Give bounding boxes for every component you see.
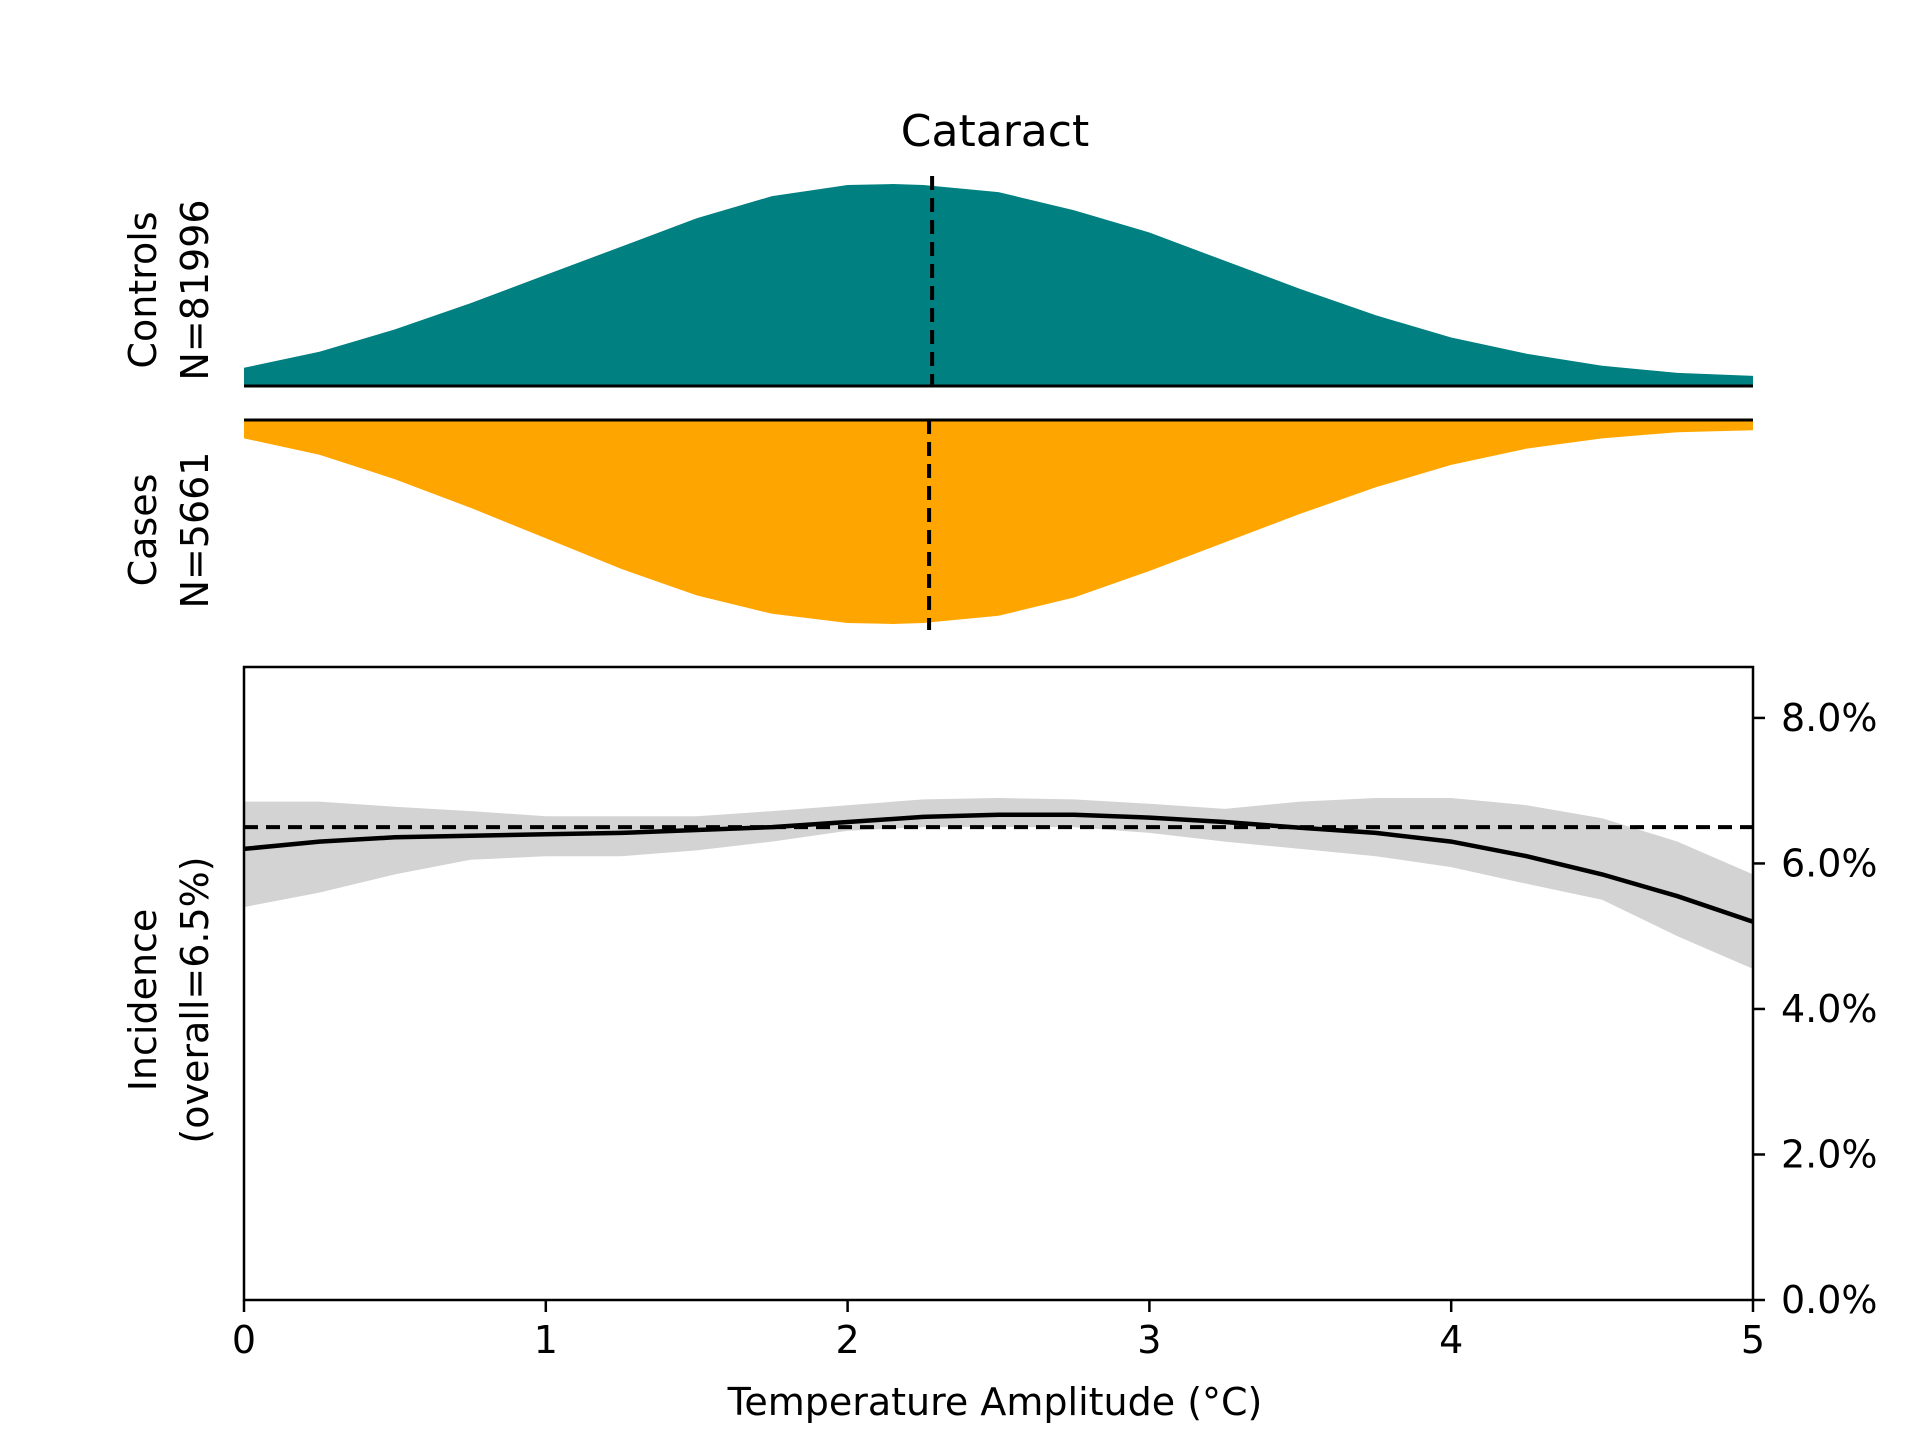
controls-label-line2: N=81996 (173, 199, 217, 380)
confidence-band (244, 798, 1753, 969)
y-axis-label-line2: (overall=6.5%) (173, 856, 217, 1143)
x-tick-label: 5 (1741, 1318, 1765, 1362)
x-axis: 0 1 2 3 4 5 (232, 1300, 1765, 1362)
controls-label: Controls N=81996 (121, 199, 217, 380)
incidence-line (243, 812, 1754, 924)
controls-density-area (244, 184, 1753, 386)
incidence-panel: 0 1 2 3 4 5 0.0% 2.0% 4.0% 6.0% 8.0% Temperature … (121, 665, 1878, 1424)
y-axis: 0.0% 2.0% 4.0% 6.0% 8.0% (1753, 696, 1878, 1322)
y-tick-label: 2.0% (1781, 1132, 1878, 1176)
x-tick-label: 1 (534, 1318, 558, 1362)
x-tick-label: 4 (1439, 1318, 1463, 1362)
cases-label: Cases N=5661 (121, 452, 217, 609)
x-tick-label: 3 (1137, 1318, 1161, 1362)
cases-label-line1: Cases (121, 474, 165, 587)
y-tick-label: 4.0% (1781, 987, 1878, 1031)
x-axis-label: Temperature Amplitude (°C) (727, 1380, 1263, 1424)
controls-label-line1: Controls (121, 211, 165, 368)
y-axis-label: Incidence (overall=6.5%) (121, 856, 217, 1143)
x-tick-label: 2 (836, 1318, 860, 1362)
y-tick-label: 0.0% (1781, 1278, 1878, 1322)
y-axis-label-line1: Incidence (121, 909, 165, 1092)
plot-frame (242, 665, 1755, 1302)
cases-label-line2: N=5661 (173, 452, 217, 609)
x-tick-label: 0 (232, 1318, 256, 1362)
distribution-panel: Cataract Controls N=81996 Cases N=5661 (121, 106, 1753, 630)
chart-title: Cataract (901, 106, 1089, 157)
y-tick-label: 8.0% (1781, 696, 1878, 740)
y-tick-label: 6.0% (1781, 841, 1878, 885)
cases-density-area (244, 420, 1753, 624)
